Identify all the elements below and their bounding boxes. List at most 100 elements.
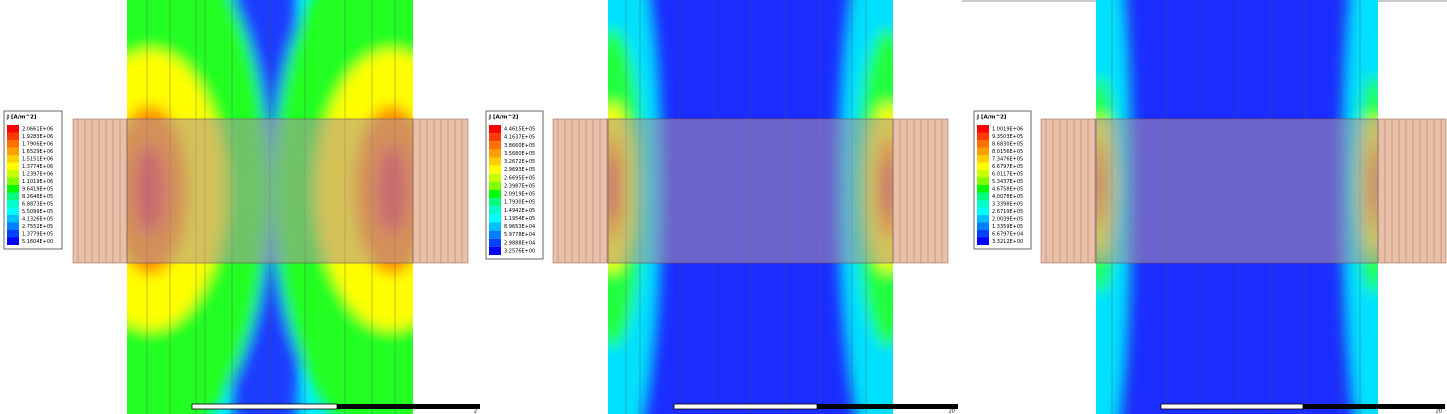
legend-value: 6.0117E+05: [992, 171, 1023, 177]
legend-swatch: [977, 155, 989, 163]
legend-value: 9.3503E+05: [992, 134, 1023, 140]
legend-swatch: [7, 222, 19, 230]
legend-value: 1.3779E+05: [22, 231, 53, 237]
legend-swatch: [977, 147, 989, 155]
legend-value: 2.0039E+05: [992, 216, 1023, 222]
legend-value: 8.2646E+05: [22, 194, 53, 200]
legend-value: 4.1326E+05: [22, 216, 53, 222]
legend-swatch: [977, 185, 989, 193]
legend-swatch: [489, 238, 501, 247]
legend-swatch: [7, 215, 19, 223]
legend-value: 2.0919E+05: [504, 192, 535, 198]
legend-value: 1.6529E+06: [22, 149, 53, 155]
legend-value: 8.0156E+05: [992, 149, 1023, 155]
legend-swatch: [7, 237, 19, 245]
legend-value: 1.0019E+06: [992, 126, 1023, 132]
legend-swatch: [7, 177, 19, 185]
legend-swatch: [7, 147, 19, 155]
legend-value: 3.2576E+00: [504, 248, 535, 254]
legend-swatch: [977, 215, 989, 223]
legend-value: 4.1637E+05: [504, 135, 535, 141]
legend-value: 2.6719E+05: [992, 209, 1023, 215]
legend-swatch: [977, 132, 989, 140]
legend-value: 1.5151E+06: [22, 156, 53, 162]
legend-swatch: [977, 162, 989, 170]
legend-swatch: [7, 140, 19, 148]
legend-value: 3.8660E+05: [504, 143, 535, 149]
legend-value: 1.1954E+05: [504, 216, 535, 222]
strip-left: [552, 118, 609, 264]
legend-value: 3.2672E+05: [504, 159, 535, 165]
legend-swatch: [489, 173, 501, 182]
legend-value: 2.0661E+06: [22, 126, 53, 132]
strip-right: [892, 118, 949, 264]
legend-swatch: [489, 246, 501, 255]
strip-right: [412, 118, 469, 264]
panel: J [A/m^2] 1.0019E+06 9.3503E+058.6830E+05 8…: [973, 0, 1447, 414]
legend-swatch: [489, 222, 501, 231]
legend-swatch: [977, 125, 989, 133]
legend-value: 1.3774E+06: [22, 164, 53, 170]
legend-value: 6.8873E+05: [22, 201, 53, 207]
legend-value: 1.3359E+05: [992, 224, 1023, 230]
scale-white: [1160, 403, 1304, 410]
legend-value: 5.1604E+00: [22, 239, 53, 245]
legend-value: 1.2397E+06: [22, 171, 53, 177]
legend-swatch: [977, 200, 989, 208]
strip-left: [1040, 118, 1097, 264]
legend-swatch: [489, 206, 501, 215]
legend-value: 3.5680E+05: [504, 151, 535, 157]
legend-swatch: [489, 149, 501, 158]
strip-overlay: [1095, 118, 1379, 264]
panel: J [A/m^2] 2.0661E+06 1.9283E+061.7906E+06 1…: [3, 0, 480, 414]
legend-value: 2.6695E+05: [504, 175, 535, 181]
legend-swatch: [7, 170, 19, 178]
legend-value: 3.3212E+00: [992, 239, 1023, 245]
legend-value: 2.9693E+05: [504, 167, 535, 173]
legend-swatch: [7, 132, 19, 140]
legend-value: 2.9888E+04: [504, 240, 535, 246]
legend-value: 6.6797E+04: [992, 231, 1023, 237]
legend-value: 5.5099E+05: [22, 209, 53, 215]
legend-value: 6.6797E+05: [992, 164, 1023, 170]
legend-swatch: [489, 230, 501, 239]
panel: J [A/m^2] 4.4615E+05 4.1637E+05 3.8660E+05 3…: [485, 0, 958, 414]
legend-value: 2.3987E+05: [504, 183, 535, 189]
legend-value: 5.9778E+04: [504, 232, 535, 238]
legend-value: 1.1019E+06: [22, 179, 53, 185]
scale-white: [191, 403, 338, 410]
scale-black: [1303, 404, 1445, 409]
legend-swatch: [489, 190, 501, 199]
legend-swatch: [7, 185, 19, 193]
legend-swatch: [489, 214, 501, 223]
legend-swatch: [977, 230, 989, 238]
legend-title: J [A/m^2]: [488, 115, 519, 121]
legend-swatch: [7, 162, 19, 170]
legend-swatch: [7, 155, 19, 163]
legend-swatch: [489, 157, 501, 166]
legend-swatch: [7, 230, 19, 238]
legend-swatch: [7, 125, 19, 133]
legend-value: 1.7930E+05: [504, 200, 535, 206]
legend-swatch: [977, 192, 989, 200]
scale-black: [337, 404, 480, 409]
strip-right: [1377, 118, 1447, 264]
legend-value: 5.3437E+05: [992, 179, 1023, 185]
legend-value: 4.4615E+05: [504, 127, 535, 133]
legend-swatch: [489, 133, 501, 142]
scale-white: [673, 403, 818, 410]
legend-value: 1.7906E+06: [22, 141, 53, 147]
legend-value: 4.6758E+05: [992, 186, 1023, 192]
scale-black: [817, 404, 958, 409]
legend-swatch: [977, 170, 989, 178]
legend-swatch: [489, 141, 501, 150]
legend-swatch: [7, 200, 19, 208]
legend-title: J [A/m^2]: [6, 115, 37, 121]
legend-value: 3.3398E+05: [992, 201, 1023, 207]
legend-value: 2.7552E+05: [22, 224, 53, 230]
legend-swatch: [977, 237, 989, 245]
strip-overlay: [126, 118, 414, 264]
legend-swatch: [489, 198, 501, 207]
